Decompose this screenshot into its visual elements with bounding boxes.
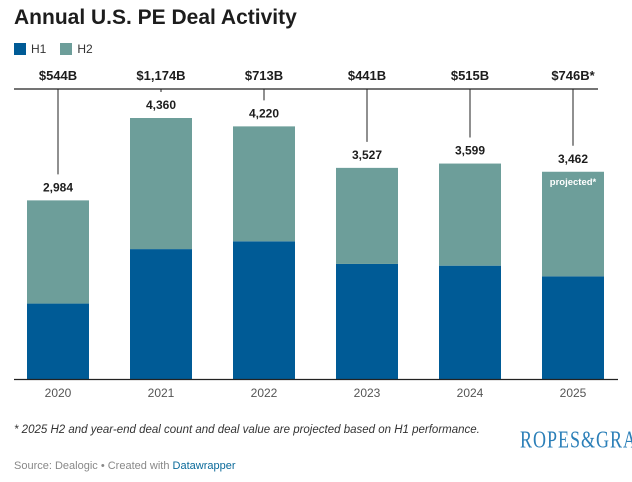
total-label-2024: 3,599 [455,144,485,158]
x-tick-2023: 2023 [354,386,381,400]
bar-h2-2024 [439,163,501,266]
stacked-bar-chart: 2,984 $544B 2020 4,360 $1,174B 2021 4,220 $713B… [14,68,618,400]
total-label-2020: 2,984 [43,180,73,194]
annotation-2025: projected* [550,177,597,188]
bar-h1-2025 [542,276,604,379]
bar-h1-2024 [439,265,501,379]
deal-value-2024: $515B [451,68,489,83]
legend-item-h1: H1 [14,42,46,56]
x-tick-2021: 2021 [148,386,175,400]
source-text: Source: Dealogic • Created with [14,460,173,472]
legend-label-h2: H2 [77,42,93,56]
ropes-gray-logo: ROPES&GRAY [520,426,632,453]
total-label-2025: 3,462 [558,152,588,166]
bar-h2-2020 [27,200,89,304]
bar-h2-2022 [233,126,295,242]
bar-h2-2025 [542,171,604,277]
bar-h1-2022 [233,241,295,379]
legend-swatch-h1 [14,43,26,55]
footnote: * 2025 H2 and year-end deal count and de… [14,424,480,436]
x-tick-2020: 2020 [45,386,72,400]
legend: H1 H2 [14,42,107,56]
datawrapper-link[interactable]: Datawrapper [172,460,236,472]
source-line: Source: Dealogic • Created with Datawrap… [14,460,236,472]
chart-title: Annual U.S. PE Deal Activity [14,6,297,29]
total-label-2021: 4,360 [146,98,176,112]
legend-item-h2: H2 [60,42,93,56]
legend-swatch-h2 [60,43,73,55]
x-tick-2025: 2025 [560,386,587,400]
bar-h2-2023 [336,167,398,264]
deal-value-2020: $544B [39,68,77,83]
total-label-2023: 3,527 [352,148,382,162]
deal-value-2023: $441B [348,68,386,83]
bar-h1-2020 [27,303,89,379]
bar-h2-2021 [130,118,192,250]
bar-h1-2021 [130,249,192,379]
deal-value-2021: $1,174B [136,68,185,83]
x-tick-2022: 2022 [251,386,278,400]
bar-h1-2023 [336,263,398,379]
legend-label-h1: H1 [31,42,47,56]
deal-value-2025: $746B* [551,68,595,83]
x-tick-2024: 2024 [457,386,484,400]
deal-value-2022: $713B [245,68,283,83]
total-label-2022: 4,220 [249,106,279,120]
